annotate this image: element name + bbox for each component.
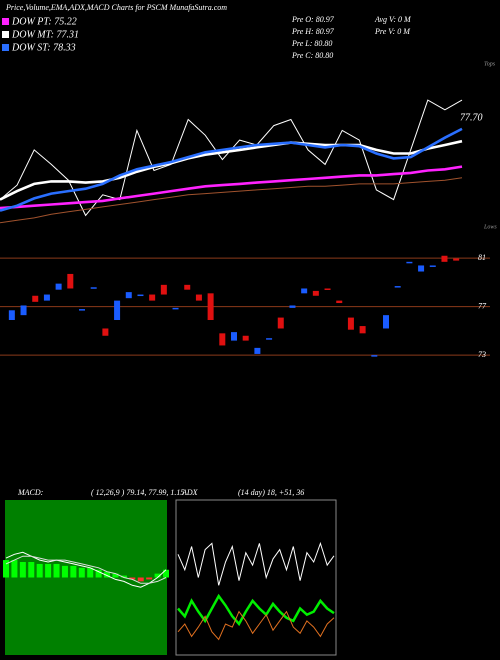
candle <box>55 283 62 290</box>
histogram-bar <box>3 560 9 578</box>
legend-swatch <box>2 44 9 51</box>
stat-label: Pre V: 0 M <box>374 27 411 36</box>
legend-swatch <box>2 31 9 38</box>
stat-label: Pre C: 80.80 <box>291 51 333 60</box>
price-line <box>0 139 463 201</box>
adx-line <box>177 610 335 641</box>
histogram-bar <box>137 577 144 582</box>
candle <box>453 258 460 261</box>
panel-title: MACD: <box>17 488 44 497</box>
histogram-bar <box>146 577 153 580</box>
candle <box>324 288 331 290</box>
histogram-bar <box>45 563 52 578</box>
histogram-bar <box>78 567 85 578</box>
y-tick-label: 81 <box>478 253 486 262</box>
histogram-bar <box>95 569 102 578</box>
histogram-bar <box>112 573 119 578</box>
candle <box>20 305 27 316</box>
price-label: 77.70 <box>460 112 483 123</box>
candle <box>231 332 237 341</box>
candle <box>347 317 354 330</box>
page-title: Price,Volume,EMA,ADX,MACD Charts for PSC… <box>5 3 227 12</box>
candle <box>441 255 448 262</box>
candle <box>172 307 179 310</box>
candle <box>137 294 144 297</box>
candle <box>32 295 39 302</box>
y-tick-label: 77 <box>478 301 487 310</box>
candle <box>371 355 378 357</box>
histogram-bar <box>11 560 18 578</box>
candle <box>125 292 132 299</box>
panel-subtitle: (14 day) 18, +51, 36 <box>238 488 304 497</box>
candle <box>195 294 202 301</box>
histogram-bar <box>36 563 43 578</box>
candle <box>394 286 401 288</box>
macd-line <box>5 555 167 584</box>
candle <box>266 338 273 340</box>
histogram-bar <box>104 571 111 578</box>
candle <box>359 326 366 334</box>
histogram-bar <box>28 562 35 578</box>
candle <box>289 305 296 308</box>
lows-label: Lows <box>483 224 497 230</box>
candle <box>406 261 413 264</box>
candle <box>207 293 214 320</box>
histogram-bar <box>129 577 136 580</box>
legend-label: DOW MT: 77.31 <box>11 29 79 40</box>
candle <box>114 300 121 320</box>
candle <box>254 347 261 354</box>
y-tick-label: 73 <box>478 350 486 359</box>
price-line <box>0 127 463 212</box>
histogram-bar <box>154 573 161 578</box>
candle <box>90 287 97 289</box>
candle <box>102 328 109 336</box>
candle <box>312 290 319 296</box>
candle <box>67 273 74 289</box>
candle <box>79 309 85 311</box>
histogram-bar <box>61 565 68 578</box>
candle <box>219 333 226 346</box>
candle <box>242 335 249 341</box>
price-line <box>0 165 463 210</box>
histogram-bar <box>70 565 77 578</box>
candle <box>184 284 191 290</box>
candle <box>383 315 389 329</box>
tops-label: Tops <box>484 61 496 67</box>
candle <box>301 288 308 294</box>
legend-label: DOW ST: 78.33 <box>11 42 76 53</box>
candle <box>336 300 343 304</box>
histogram-bar <box>163 569 169 578</box>
histogram-bar <box>120 575 127 578</box>
stat-label: Pre O: 80.97 <box>291 15 335 24</box>
legend-swatch <box>2 18 9 25</box>
candle <box>8 310 15 320</box>
histogram-bar <box>87 567 94 578</box>
histogram-bar <box>53 563 60 578</box>
candle <box>277 317 284 329</box>
candle <box>43 294 50 301</box>
price-line <box>0 177 463 224</box>
candle <box>429 265 436 267</box>
stat-label: Pre L: 80.80 <box>291 39 332 48</box>
adx-line <box>177 541 335 586</box>
stat-label: Avg V: 0 M <box>374 15 412 24</box>
adx-line <box>177 593 335 627</box>
legend-label: DOW PT: 75.22 <box>11 16 77 27</box>
candle <box>160 284 167 295</box>
candle <box>418 265 425 272</box>
stat-label: Pre H: 80.97 <box>291 27 335 36</box>
panel-border <box>175 499 337 656</box>
candle <box>149 294 156 301</box>
panel-title: ADX <box>181 488 199 497</box>
panel-subtitle: ( 12,26,9 ) 79.14, 77.99, 1.15 <box>91 488 184 497</box>
histogram-bar <box>19 562 26 578</box>
